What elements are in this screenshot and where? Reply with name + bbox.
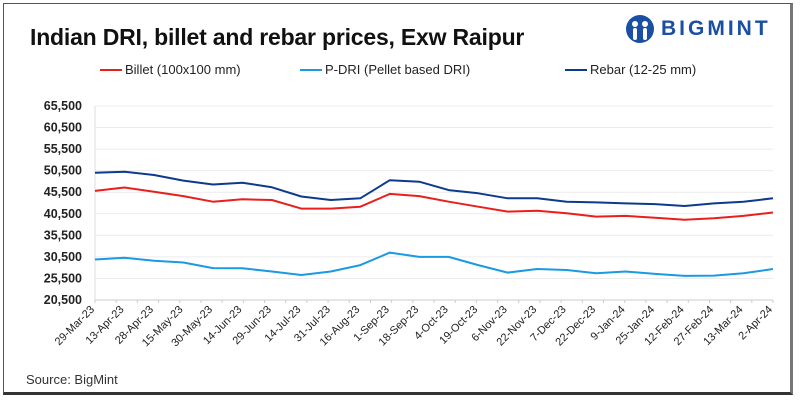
y-tick-label: 35,500 <box>44 228 82 242</box>
y-tick-label: 45,500 <box>44 185 82 199</box>
legend-item-billet: Billet (100x100 mm) <box>100 62 241 77</box>
billet-line <box>94 186 774 221</box>
legend-swatch <box>100 68 122 71</box>
bigmint-people-icon <box>626 15 654 43</box>
legend-item-pdri: P-DRI (Pellet based DRI) <box>300 62 470 77</box>
legend-swatch <box>300 68 322 71</box>
logo-text: BIGMINT <box>661 17 771 40</box>
legend-swatch <box>565 68 587 71</box>
y-tick-label: 65,500 <box>44 99 82 113</box>
y-tick-label: 20,500 <box>44 293 82 307</box>
legend-item-rebar: Rebar (12-25 mm) <box>565 62 696 77</box>
legend-label: P-DRI (Pellet based DRI) <box>325 62 471 77</box>
y-tick-label: 55,500 <box>44 142 82 156</box>
chart-frame <box>3 3 793 395</box>
y-tick-label: 30,500 <box>44 250 82 264</box>
y-tick-label: 40,500 <box>44 207 82 221</box>
legend-label: Billet (100x100 mm) <box>125 62 241 77</box>
y-tick-label: 50,500 <box>44 164 82 178</box>
y-tick-label: 25,500 <box>44 271 82 285</box>
y-tick-label: 60,500 <box>44 121 82 135</box>
pdri-line <box>94 251 774 277</box>
bigmint-logo: BIGMINT <box>625 14 771 44</box>
legend-label: Rebar (12-25 mm) <box>590 62 697 77</box>
source-note: Source: BigMint <box>26 372 118 387</box>
chart-title: Indian DRI, billet and rebar prices, Exw… <box>30 24 525 50</box>
rebar-line <box>94 170 774 207</box>
